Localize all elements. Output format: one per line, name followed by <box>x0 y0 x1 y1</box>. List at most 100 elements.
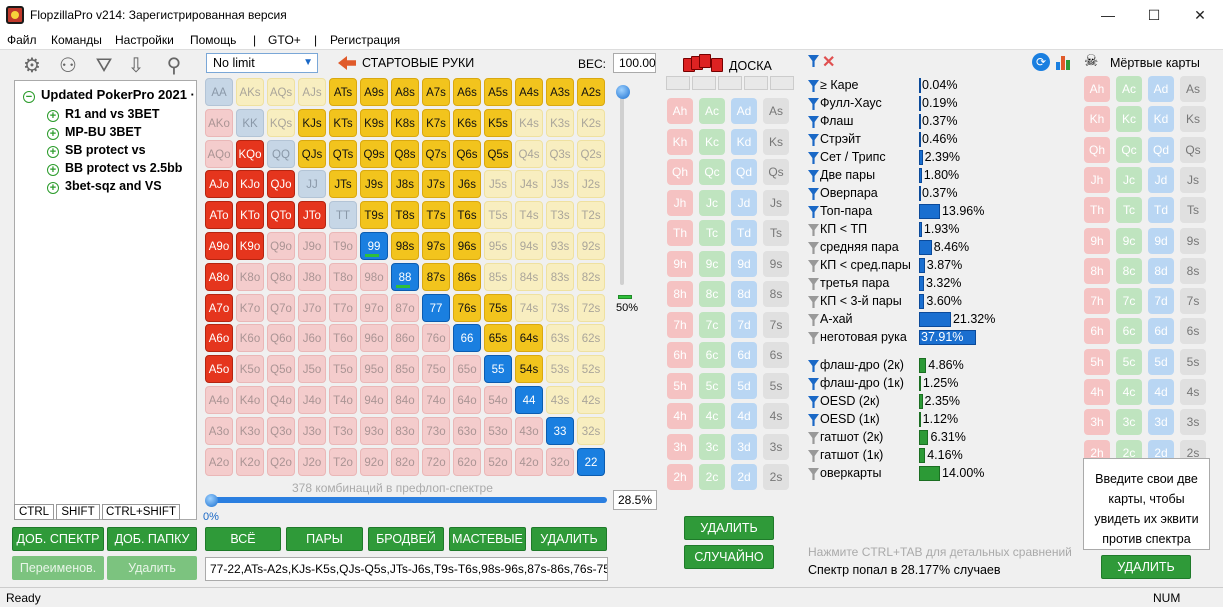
add-folder-button[interactable]: ДОБ. ПАПКУ <box>107 527 197 551</box>
hand-cell-Q7s[interactable]: Q7s <box>422 139 450 168</box>
board-card-Kh[interactable]: Kh <box>667 128 693 155</box>
board-card-5s[interactable]: 5s <box>763 372 789 399</box>
hand-cell-J4s[interactable]: J4s <box>515 170 543 199</box>
dead-card-Ts[interactable]: Ts <box>1180 197 1206 224</box>
hand-cell-T5o[interactable]: T5o <box>329 355 357 384</box>
hand-cell-87o[interactable]: 87o <box>391 293 419 322</box>
hand-cell-J4o[interactable]: J4o <box>298 386 326 414</box>
hand-cell-K8o[interactable]: K8o <box>236 262 264 291</box>
board-card-6d[interactable]: 6d <box>731 342 757 368</box>
minimize-button[interactable]: — <box>1101 7 1115 23</box>
range-text-input[interactable]: 77-22,ATs-A2s,KJs-K5s,QJs-Q5s,JTs-J6s,T9… <box>205 557 608 581</box>
board-slot[interactable] <box>666 76 690 90</box>
hand-cell-J5o[interactable]: J5o <box>298 355 326 384</box>
dead-card-3c[interactable]: 3c <box>1116 409 1142 436</box>
hand-cell-65o[interactable]: 65o <box>453 355 481 384</box>
dead-card-Jd[interactable]: Jd <box>1148 166 1174 193</box>
board-card-5h[interactable]: 5h <box>667 372 693 399</box>
stat-label[interactable]: гатшот (1к) <box>820 448 884 462</box>
hand-cell-64s[interactable]: 64s <box>515 324 543 353</box>
filter-icon[interactable] <box>808 224 819 236</box>
hand-cell-74o[interactable]: 74o <box>422 386 450 414</box>
hand-cell-QJs[interactable]: QJs <box>298 139 326 168</box>
filter-icon[interactable] <box>808 332 819 344</box>
board-card-9d[interactable]: 9d <box>731 250 757 277</box>
board-slot[interactable] <box>692 76 716 90</box>
weight-slider[interactable] <box>616 85 630 285</box>
board-card-6h[interactable]: 6h <box>667 342 693 368</box>
board-card-2c[interactable]: 2c <box>699 464 725 490</box>
dead-card-6s[interactable]: 6s <box>1180 318 1206 345</box>
stat-label[interactable]: флаш-дро (1к) <box>820 376 904 390</box>
filter-icon[interactable] <box>808 116 819 128</box>
filter-icon[interactable] <box>808 314 819 326</box>
hand-cell-96o[interactable]: 96o <box>360 324 388 353</box>
hand-cell-K4s[interactable]: K4s <box>515 108 543 137</box>
filter-icon[interactable] <box>808 468 819 480</box>
board-slot[interactable] <box>718 76 742 90</box>
filter-icon[interactable] <box>808 378 819 390</box>
stat-label[interactable]: средняя пара <box>820 240 899 254</box>
hand-cell-K4o[interactable]: K4o <box>236 386 264 414</box>
dead-card-3s[interactable]: 3s <box>1180 409 1206 436</box>
hand-cell-AJo[interactable]: AJo <box>205 170 233 199</box>
hand-cell-A7s[interactable]: A7s <box>422 78 450 106</box>
dead-card-5s[interactable]: 5s <box>1180 348 1206 375</box>
board-card-8s[interactable]: 8s <box>763 281 789 307</box>
board-card-Qc[interactable]: Qc <box>699 159 725 185</box>
filter-icon[interactable] <box>808 98 819 110</box>
hand-cell-K7o[interactable]: K7o <box>236 293 264 322</box>
stat-label[interactable]: КП < 3-й пары <box>820 294 902 308</box>
dead-card-6c[interactable]: 6c <box>1116 318 1142 345</box>
hand-cell-44[interactable]: 44 <box>515 386 543 414</box>
board-card-Jd[interactable]: Jd <box>731 189 757 216</box>
dead-card-9h[interactable]: 9h <box>1084 227 1110 254</box>
hand-cell-99[interactable]: 99 <box>360 232 388 260</box>
hand-cell-Q5o[interactable]: Q5o <box>267 355 295 384</box>
hand-cell-98o[interactable]: 98o <box>360 262 388 291</box>
users-icon[interactable]: ⚇ <box>59 55 77 77</box>
stat-label[interactable]: КП < сред.пары <box>820 258 911 272</box>
hand-cell-63s[interactable]: 63s <box>546 324 574 353</box>
hand-cell-93s[interactable]: 93s <box>546 232 574 260</box>
expand-icon[interactable]: + <box>47 128 59 140</box>
rename-button[interactable]: Переименов. <box>12 556 104 580</box>
stat-label[interactable]: оверкарты <box>820 466 882 480</box>
filter-icon[interactable] <box>808 242 819 254</box>
menu-settings[interactable]: Настройки <box>115 33 174 47</box>
broadway-button[interactable]: БРОДВЕЙ <box>368 527 444 551</box>
tree-root[interactable]: − Updated PokerPro 2021 · <box>23 87 195 103</box>
hand-cell-K6s[interactable]: K6s <box>453 108 481 137</box>
menu-commands[interactable]: Команды <box>51 33 102 47</box>
stat-label[interactable]: А-хай <box>820 312 853 326</box>
hand-cell-T8o[interactable]: T8o <box>329 262 357 291</box>
dead-card-Jc[interactable]: Jc <box>1116 166 1142 193</box>
hand-cell-K3o[interactable]: K3o <box>236 416 264 445</box>
maximize-button[interactable]: ☐ <box>1147 7 1161 23</box>
filter-icon[interactable] <box>808 134 819 146</box>
hand-cell-76o[interactable]: 76o <box>422 324 450 353</box>
board-card-Ac[interactable]: Ac <box>699 98 725 124</box>
hand-cell-52s[interactable]: 52s <box>577 355 605 384</box>
hand-cell-K7s[interactable]: K7s <box>422 108 450 137</box>
board-card-6c[interactable]: 6c <box>699 342 725 368</box>
hand-cell-66[interactable]: 66 <box>453 324 481 353</box>
filter-icon[interactable] <box>808 296 819 308</box>
hand-cell-94s[interactable]: 94s <box>515 232 543 260</box>
hand-cell-J6o[interactable]: J6o <box>298 324 326 353</box>
hand-cell-Q9s[interactable]: Q9s <box>360 139 388 168</box>
board-card-3h[interactable]: 3h <box>667 433 693 460</box>
hand-cell-32o[interactable]: 32o <box>546 447 574 476</box>
board-card-3c[interactable]: 3c <box>699 433 725 460</box>
board-card-Ks[interactable]: Ks <box>763 128 789 155</box>
hand-cell-43s[interactable]: 43s <box>546 386 574 414</box>
hand-cell-QJo[interactable]: QJo <box>267 170 295 199</box>
hand-cell-J7o[interactable]: J7o <box>298 293 326 322</box>
dead-card-8s[interactable]: 8s <box>1180 257 1206 284</box>
filter-icon[interactable] <box>808 206 819 218</box>
hand-cell-KJs[interactable]: KJs <box>298 108 326 137</box>
hand-cell-T6o[interactable]: T6o <box>329 324 357 353</box>
hand-cell-A5o[interactable]: A5o <box>205 355 233 384</box>
stat-label[interactable]: неготовая рука <box>820 330 907 344</box>
board-card-7h[interactable]: 7h <box>667 311 693 338</box>
